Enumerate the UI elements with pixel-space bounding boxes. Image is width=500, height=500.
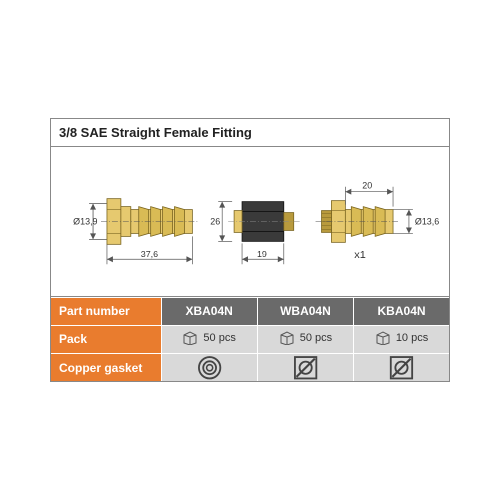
label-pack: Pack <box>51 325 161 353</box>
dim-right-top: 20 <box>362 180 372 190</box>
box-icon <box>375 331 391 345</box>
box-icon <box>279 331 295 345</box>
label-part-number: Part number <box>51 297 161 325</box>
product-title: 3/8 SAE Straight Female Fitting <box>51 119 449 147</box>
pack-qty-2: 10 pcs <box>396 332 428 344</box>
dim-left-diam: Ø13,9 <box>73 216 97 226</box>
gasket-col-0 <box>161 353 257 381</box>
pack-col-1: 50 pcs <box>257 325 353 353</box>
part-col-1: WBA04N <box>257 297 353 325</box>
dim-right-diam: Ø13,6 <box>415 216 439 226</box>
box-icon <box>182 331 198 345</box>
gasket-no-icon <box>354 354 449 382</box>
spec-table: Part number XBA04N WBA04N KBA04N Pack 50… <box>51 297 449 382</box>
dim-mid-h: 26 <box>210 216 220 226</box>
right-qty-note: x1 <box>354 249 366 261</box>
part-col-2: KBA04N <box>354 297 449 325</box>
gasket-yes-icon <box>162 354 257 382</box>
pack-qty-1: 50 pcs <box>300 332 332 344</box>
part-col-0: XBA04N <box>161 297 257 325</box>
label-gasket: Copper gasket <box>51 353 161 381</box>
gasket-col-1 <box>257 353 353 381</box>
gasket-no-icon <box>258 354 353 382</box>
row-pack: Pack 50 pcs 50 pcs <box>51 325 449 353</box>
dim-left-len: 37,6 <box>141 249 158 259</box>
pack-col-0: 50 pcs <box>161 325 257 353</box>
gasket-col-2 <box>354 353 449 381</box>
dim-mid-w: 19 <box>257 249 267 259</box>
row-gasket: Copper gasket <box>51 353 449 381</box>
technical-drawing: Ø13,9 37,6 <box>51 147 449 297</box>
product-card: 3/8 SAE Straight Female Fitting Ø13,9 <box>50 118 450 383</box>
pack-qty-0: 50 pcs <box>203 332 235 344</box>
pack-col-2: 10 pcs <box>354 325 449 353</box>
row-part-number: Part number XBA04N WBA04N KBA04N <box>51 297 449 325</box>
